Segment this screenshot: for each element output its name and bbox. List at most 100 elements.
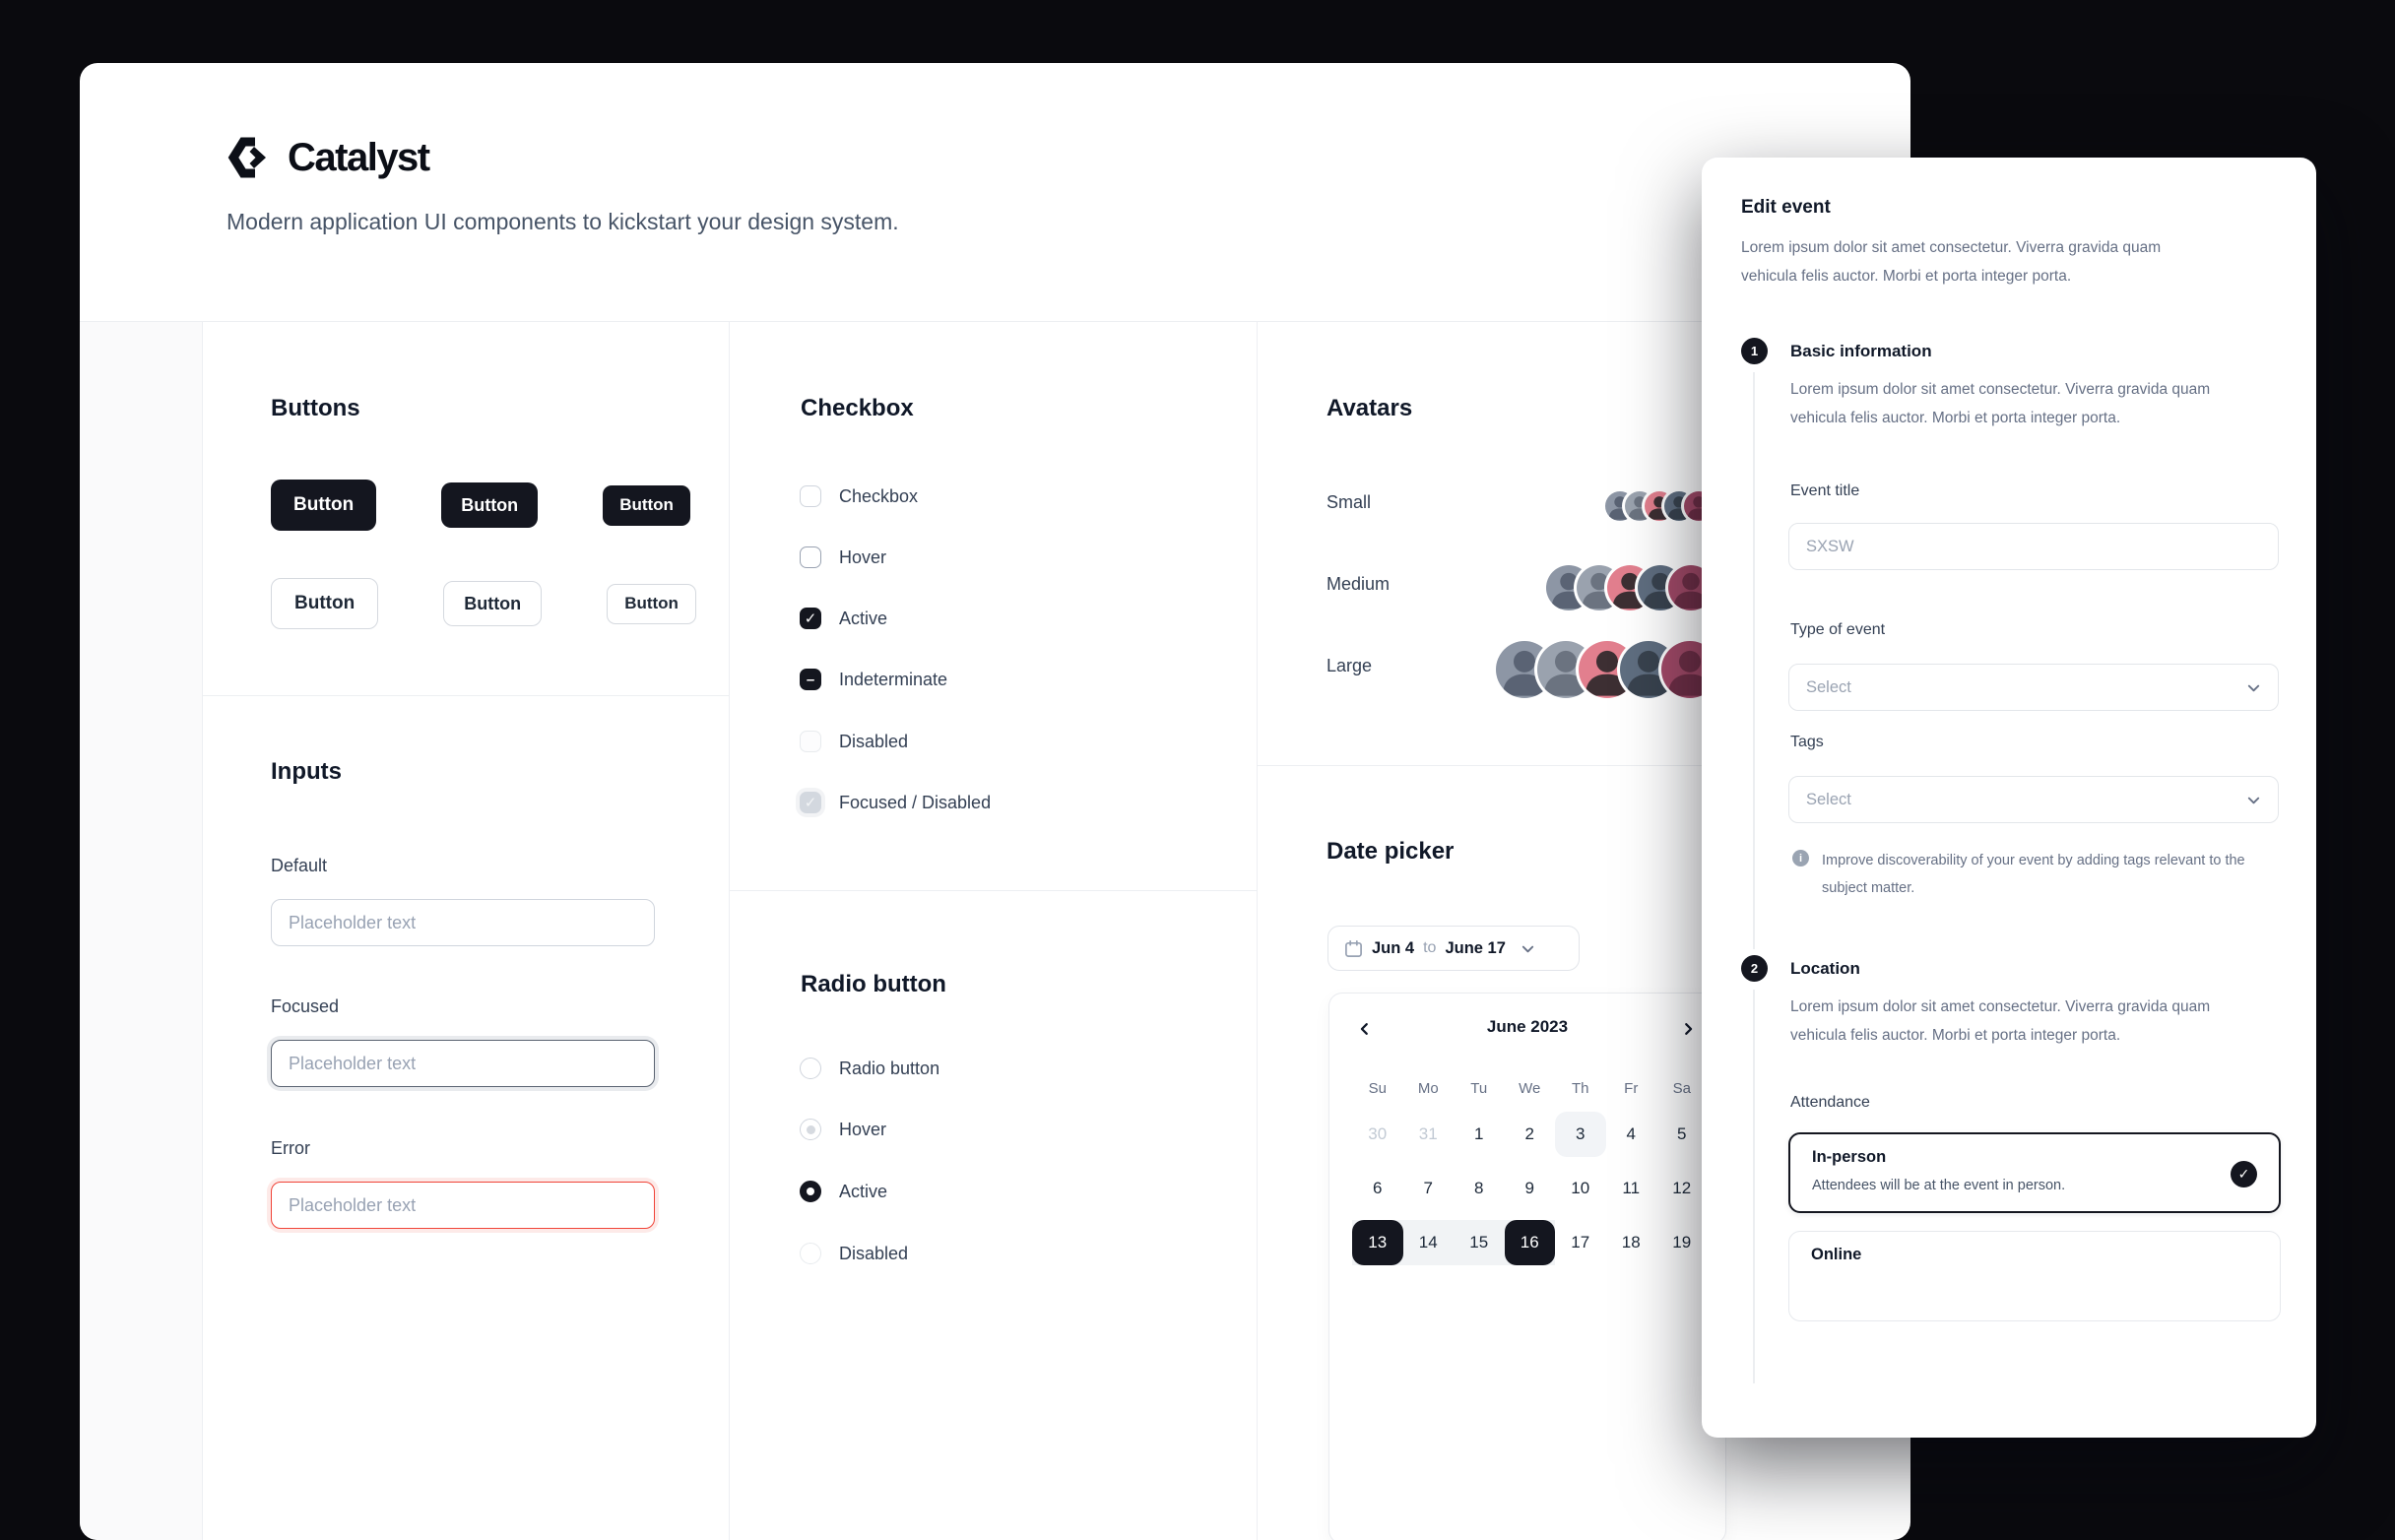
check-icon: ✓: [804, 610, 817, 627]
checkbox-row-indeterminate: – Indeterminate: [800, 666, 947, 693]
buttons-section-title: Buttons: [271, 395, 360, 421]
range-separator: to: [1423, 939, 1437, 956]
primary-button-small[interactable]: Button: [603, 484, 690, 526]
primary-button-large[interactable]: Button: [271, 480, 377, 531]
day-cell[interactable]: 8: [1474, 1179, 1484, 1197]
day-cell[interactable]: 31: [1418, 1124, 1438, 1143]
calendar-prev-button[interactable]: [1351, 1015, 1379, 1043]
brand-name: Catalyst: [288, 135, 430, 179]
checkbox-row-disabled: Disabled: [800, 728, 908, 755]
select-placeholder: Select: [1806, 677, 1851, 696]
radio-active[interactable]: [800, 1181, 821, 1202]
radio-label: Disabled: [839, 1243, 909, 1263]
day-cell[interactable]: 6: [1373, 1179, 1383, 1197]
input-error[interactable]: [271, 1182, 655, 1229]
radio-default[interactable]: [800, 1058, 821, 1079]
day-cell[interactable]: 19: [1672, 1233, 1692, 1251]
radio-hover[interactable]: [800, 1119, 821, 1140]
radio-disabled[interactable]: [800, 1243, 821, 1264]
day-cell[interactable]: 12: [1672, 1179, 1692, 1197]
tags-label: Tags: [1790, 734, 1824, 750]
radio-label: Hover: [839, 1119, 887, 1139]
primary-button-medium[interactable]: Button: [441, 482, 539, 528]
day-cell[interactable]: 5: [1677, 1124, 1687, 1143]
radio-dot: [807, 1187, 814, 1195]
checkbox-label: Disabled: [839, 731, 909, 751]
grid-divider-vertical: [1257, 322, 1258, 1540]
step-2-badge: 2: [1741, 955, 1768, 982]
step-1-badge: 1: [1741, 338, 1768, 364]
attendance-option-online[interactable]: Online: [1788, 1231, 2281, 1321]
day-cell[interactable]: 7: [1423, 1179, 1433, 1197]
brand-logo: Catalyst: [227, 134, 430, 181]
datepicker-section-title: Date picker: [1327, 838, 1455, 865]
day-cell[interactable]: 4: [1626, 1124, 1636, 1143]
attendance-option-in-person[interactable]: In-person Attendees will be at the event…: [1788, 1132, 2281, 1213]
day-cell[interactable]: 18: [1621, 1233, 1641, 1251]
chevron-left-icon: [1360, 1023, 1368, 1035]
checkbox-section-title: Checkbox: [801, 395, 914, 421]
type-of-event-select[interactable]: Select: [1788, 664, 2279, 711]
day-cell[interactable]: 30: [1368, 1124, 1388, 1143]
grid-divider-vertical: [729, 322, 730, 1540]
secondary-button-medium[interactable]: Button: [443, 581, 543, 626]
day-cell-range-start[interactable]: 13: [1352, 1220, 1403, 1265]
calendar-card: June 2023 Su Mo Tu We Th Fr Sa 30 31 1 2…: [1328, 993, 1726, 1540]
avatar-group-large: [1496, 641, 1718, 698]
day-cell[interactable]: 1: [1474, 1124, 1484, 1143]
date-range-control[interactable]: Jun 4 to June 17: [1327, 926, 1580, 971]
checkbox-indeterminate[interactable]: –: [800, 669, 821, 690]
weekday-label: Th: [1571, 1079, 1589, 1097]
info-icon: i: [1792, 850, 1809, 866]
grid-divider-top: [80, 321, 1910, 322]
tags-select[interactable]: Select: [1788, 776, 2279, 823]
grid-left-gutter: [80, 322, 202, 1540]
input-default[interactable]: [271, 899, 655, 946]
check-icon: ✓: [804, 794, 817, 811]
tags-hint: i Improve discoverability of your event …: [1792, 847, 2270, 903]
grid-divider-horizontal: [1257, 765, 1910, 766]
checkbox-disabled[interactable]: [800, 731, 821, 752]
components-page-card: Catalyst Modern application UI component…: [80, 63, 1910, 1540]
select-placeholder: Select: [1806, 790, 1851, 808]
day-cell-in-range[interactable]: 14: [1418, 1233, 1438, 1251]
secondary-button-small[interactable]: Button: [607, 583, 696, 624]
secondary-button-large[interactable]: Button: [271, 578, 379, 629]
weekday-label: Su: [1368, 1079, 1387, 1097]
day-cell[interactable]: 9: [1524, 1179, 1534, 1197]
chevron-down-icon: [2247, 797, 2260, 803]
range-end-date: June 17: [1445, 938, 1506, 957]
radio-label: Radio button: [839, 1058, 940, 1078]
checkbox-hover[interactable]: [800, 546, 821, 568]
day-cell[interactable]: 17: [1571, 1233, 1590, 1251]
avatar-row-label-large: Large: [1327, 656, 1373, 675]
checkbox-default[interactable]: [800, 485, 821, 507]
calendar-next-button[interactable]: [1674, 1015, 1702, 1043]
grid-divider-horizontal: [202, 695, 729, 696]
inputs-section-title: Inputs: [271, 758, 342, 785]
panel-title: Edit event: [1741, 197, 1831, 218]
event-title-input[interactable]: [1788, 523, 2279, 570]
checkbox-focus-disabled[interactable]: ✓: [800, 792, 821, 813]
panel-description: Lorem ipsum dolor sit amet consectetur. …: [1741, 239, 2162, 285]
checkbox-row-focus-disabled: ✓ Focused / Disabled: [800, 789, 991, 816]
option-title: In-person: [1812, 1148, 1887, 1166]
day-cell-in-range[interactable]: 15: [1469, 1233, 1489, 1251]
day-cell[interactable]: 11: [1622, 1179, 1641, 1197]
day-cell[interactable]: 10: [1571, 1179, 1590, 1197]
calendar-week-row: 13 14 15 16 17 18 19: [1352, 1220, 1708, 1265]
radio-dot: [806, 1124, 815, 1134]
radio-section-title: Radio button: [801, 971, 946, 997]
calendar-month-label: June 2023: [1486, 1017, 1569, 1036]
day-cell-range-end[interactable]: 16: [1504, 1220, 1555, 1265]
checkbox-row-default: Checkbox: [800, 482, 918, 510]
avatar-row-label-medium: Medium: [1327, 574, 1391, 594]
grid-divider-vertical: [202, 322, 203, 1540]
day-cell[interactable]: 2: [1524, 1124, 1534, 1143]
day-cell-today[interactable]: 3: [1555, 1112, 1606, 1157]
checkbox-active[interactable]: ✓: [800, 608, 821, 629]
primary-button-row: Button Button Button: [271, 480, 690, 531]
avatar-group-small: [1605, 491, 1714, 521]
step-2-title: Location: [1790, 959, 1860, 978]
input-focused[interactable]: [271, 1040, 655, 1087]
